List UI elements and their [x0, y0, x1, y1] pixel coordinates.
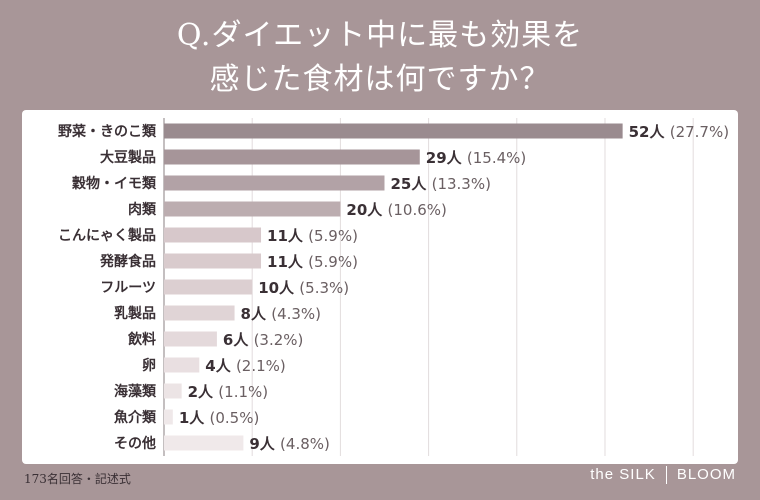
value-label: 25人	[390, 175, 431, 193]
percent-label: (5.9%)	[308, 227, 358, 245]
category-label: 穀物・イモ類	[72, 175, 157, 192]
value-label: 8人	[241, 305, 272, 323]
category-label: 大豆製品	[100, 149, 156, 166]
percent-label: (5.9%)	[308, 253, 358, 271]
data-label: 9人 (4.8%)	[249, 435, 329, 453]
category-label: 発酵食品	[99, 253, 156, 270]
category-label: 肉類	[128, 201, 157, 218]
bar	[164, 435, 244, 451]
value-label: 6人	[223, 331, 254, 349]
data-label: 52人 (27.7%)	[629, 123, 729, 141]
bar	[164, 357, 200, 373]
bar	[164, 305, 235, 321]
bar	[164, 383, 182, 399]
bar	[164, 175, 385, 191]
percent-label: (4.8%)	[280, 435, 330, 453]
bar	[164, 253, 262, 269]
percent-label: (27.7%)	[670, 123, 729, 141]
bar	[164, 279, 253, 295]
chart-title: Q.ダイエット中に最も効果を 感じた食材は何ですか？	[0, 14, 760, 102]
bar	[164, 123, 623, 139]
footer-note: 173名回答・記述式	[24, 472, 131, 486]
data-label: 4人 (2.1%)	[205, 357, 285, 375]
percent-label: (1.1%)	[218, 383, 268, 401]
data-label: 29人 (15.4%)	[426, 149, 526, 167]
data-label: 1人 (0.5%)	[179, 409, 259, 427]
bar	[164, 201, 341, 217]
bar	[164, 149, 420, 165]
brand-logo: the SILK BLOOM	[590, 466, 736, 485]
percent-label: (13.3%)	[432, 175, 491, 193]
category-label: 野菜・きのこ類	[58, 123, 157, 140]
title-line-1: Q.ダイエット中に最も効果を	[176, 18, 584, 53]
value-label: 1人	[179, 409, 210, 427]
brand-left: the SILK	[590, 466, 656, 483]
percent-label: (10.6%)	[388, 201, 447, 219]
brand-right: BLOOM	[676, 466, 736, 483]
category-label: 海藻類	[114, 383, 157, 400]
category-label: 魚介類	[114, 409, 157, 426]
value-label: 11人	[267, 253, 308, 271]
value-label: 2人	[188, 383, 219, 401]
title-line-2: 感じた食材は何ですか？	[209, 62, 551, 97]
category-label: 飲料	[127, 331, 156, 348]
data-label: 8人 (4.3%)	[241, 305, 321, 323]
data-label: 11人 (5.9%)	[267, 227, 358, 245]
value-label: 52人	[629, 123, 670, 141]
value-label: 10人	[258, 279, 299, 297]
bar	[164, 331, 217, 347]
percent-label: (5.3%)	[299, 279, 349, 297]
bar	[164, 409, 173, 425]
percent-label: (4.3%)	[271, 305, 321, 323]
data-label: 25人 (13.3%)	[390, 175, 490, 193]
category-label: その他	[114, 435, 156, 452]
category-label: こんにゃく製品	[58, 227, 156, 244]
percent-label: (2.1%)	[236, 357, 286, 375]
category-label: 卵	[142, 357, 156, 374]
category-label: フルーツ	[100, 280, 156, 296]
data-label: 2人 (1.1%)	[188, 383, 268, 401]
bar	[164, 227, 262, 243]
value-label: 20人	[346, 201, 387, 219]
data-label: 20人 (10.6%)	[346, 201, 446, 219]
value-label: 11人	[267, 227, 308, 245]
percent-label: (15.4%)	[467, 149, 526, 167]
value-label: 4人	[205, 357, 236, 375]
data-label: 6人 (3.2%)	[223, 331, 303, 349]
percent-label: (0.5%)	[209, 409, 259, 427]
percent-label: (3.2%)	[254, 331, 304, 349]
bar-chart: 野菜・きのこ類 52人 (27.7%) 大豆製品 29人 (15.4%) 穀物・イモ類 2…	[58, 118, 729, 456]
category-label: 乳製品	[114, 305, 156, 322]
value-label: 9人	[249, 435, 280, 453]
chart-panel: 野菜・きのこ類 52人 (27.7%) 大豆製品 29人 (15.4%) 穀物・イモ類 2…	[22, 110, 738, 464]
value-label: 29人	[426, 149, 467, 167]
brand-separator	[665, 466, 667, 485]
data-label: 11人 (5.9%)	[267, 253, 358, 271]
data-label: 10人 (5.3%)	[258, 279, 349, 297]
